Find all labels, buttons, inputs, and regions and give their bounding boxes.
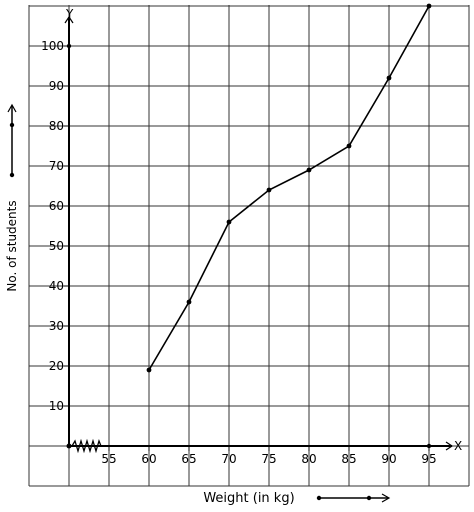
x-axis-label: Weight (in kg) [203,491,294,506]
data-point [266,187,272,193]
series [66,3,432,449]
data-point [346,143,352,149]
y-tick-label: 40 [49,279,64,293]
x-axis-marker [426,443,432,449]
x-tick-label: 85 [341,452,356,466]
x-ticks: 55 60 65 70 75 80 85 90 95 [101,446,437,466]
grid [28,5,470,487]
y-tick-label: 100 [41,39,64,53]
data-point [426,3,432,9]
data-point [306,167,312,173]
y-tick-label: 70 [49,159,64,173]
origin-point [66,443,72,449]
data-point [186,299,192,305]
y-tick-label: 50 [49,239,64,253]
x-axis-letter: X [454,439,462,453]
y-tick-label: 80 [49,119,64,133]
data-point [146,367,152,373]
y-axis-letter: Y [65,7,74,21]
series-line [148,5,430,371]
y-tick-label: 10 [49,399,64,413]
y-tick-label: 20 [49,359,64,373]
axes: X Y [64,7,462,454]
data-point [226,219,232,225]
x-tick-label: 70 [221,452,236,466]
data-point [386,75,392,81]
x-tick-label: 60 [141,452,156,466]
y-axis-arrow [64,15,74,24]
x-axis-arrow [445,441,454,451]
y-tick-label: 30 [49,319,64,333]
x-tick-label: 80 [301,452,316,466]
y-direction-arrow [7,103,17,178]
y-tick-label: 90 [49,79,64,93]
y-axis-marker [66,43,72,49]
y-tick-label: 60 [49,199,64,213]
x-direction-arrow [316,493,391,503]
axis-break-zigzag [71,438,102,454]
x-tick-label: 65 [181,452,196,466]
y-ticks: 10 20 30 40 50 60 70 80 90 100 [41,39,69,413]
x-tick-label: 90 [381,452,396,466]
x-tick-label: 95 [421,452,436,466]
x-tick-label: 75 [261,452,276,466]
x-tick-label: 55 [101,452,116,466]
y-axis-label: No. of students [5,200,19,291]
